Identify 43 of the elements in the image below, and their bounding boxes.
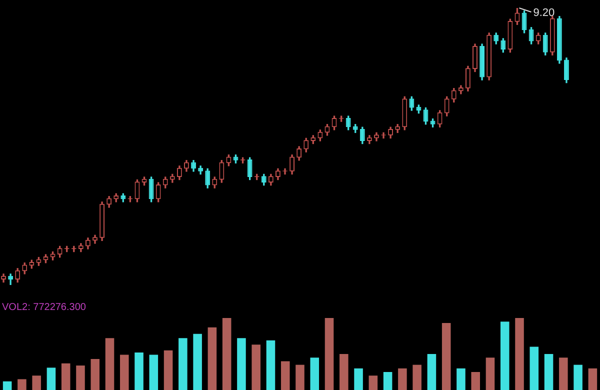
bar (61, 363, 70, 390)
bar (208, 327, 217, 390)
bar (32, 376, 41, 390)
bar (2, 381, 12, 390)
bar (340, 354, 348, 390)
bar (266, 340, 276, 390)
bar (368, 376, 378, 390)
bar (76, 366, 85, 390)
bar (193, 334, 202, 390)
bar (120, 354, 129, 390)
bar (280, 361, 290, 390)
bar (398, 368, 407, 390)
bar (354, 368, 363, 390)
bar (90, 359, 100, 390)
bar (324, 318, 334, 390)
bar (222, 318, 232, 390)
bar (559, 358, 568, 390)
bar (588, 368, 598, 390)
bar (412, 364, 422, 390)
bar (164, 350, 173, 390)
bar (530, 346, 539, 390)
bar (178, 338, 188, 390)
bar (237, 338, 246, 390)
bar (105, 338, 114, 390)
bar (456, 368, 466, 390)
bar (134, 352, 144, 390)
annotation: 9.20 (533, 7, 555, 20)
bar (544, 354, 554, 390)
bar (471, 372, 480, 390)
bar (149, 354, 158, 390)
bar (442, 323, 451, 390)
bar (383, 372, 392, 390)
bar (427, 354, 436, 390)
chart-title: VOL2: 772276.300 (2, 302, 86, 313)
bar (296, 364, 304, 390)
bar (46, 368, 56, 390)
bar (252, 344, 260, 390)
bar (574, 364, 582, 390)
bar (18, 379, 26, 390)
bar (500, 322, 510, 390)
bar (486, 358, 495, 390)
bar (515, 318, 524, 390)
bar (310, 358, 320, 390)
